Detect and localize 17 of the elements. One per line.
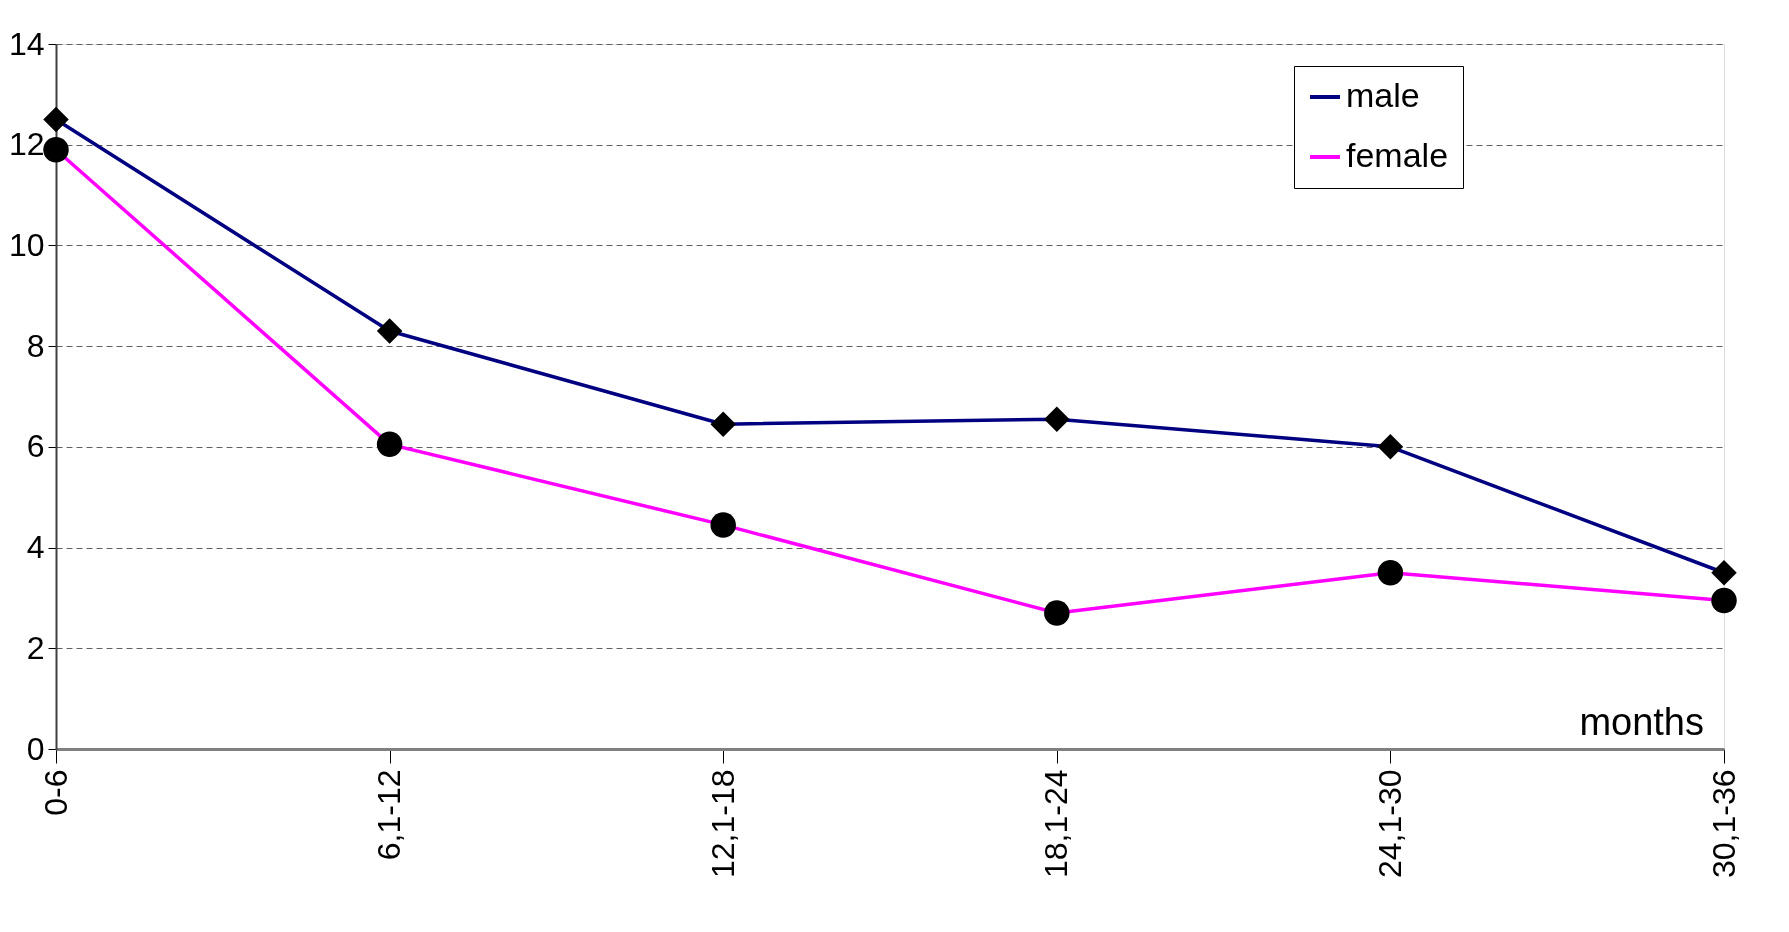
x-tick-label: 6,1-12 (371, 769, 408, 861)
x-tick-label: 0-6 (37, 769, 74, 816)
x-tick-label: 30,1-36 (1705, 769, 1742, 879)
y-tick-label: 10 (8, 226, 45, 263)
x-tick-label: 24,1-30 (1371, 769, 1408, 879)
y-tick-label: 0 (26, 730, 45, 767)
x-tick-label: 18,1-24 (1038, 769, 1075, 879)
x-axis-title: months (1579, 701, 1704, 743)
y-tick-label: 8 (26, 327, 45, 364)
y-tick-label: 2 (26, 629, 45, 666)
legend-label: female (1346, 136, 1449, 174)
y-tick-label: 12 (8, 126, 45, 163)
y-tick-label: 4 (26, 529, 45, 566)
y-tick-label: 6 (26, 428, 45, 465)
legend-label: male (1346, 76, 1420, 114)
x-tick-label: 12,1-18 (704, 769, 741, 879)
y-tick-label: 14 (8, 25, 45, 62)
